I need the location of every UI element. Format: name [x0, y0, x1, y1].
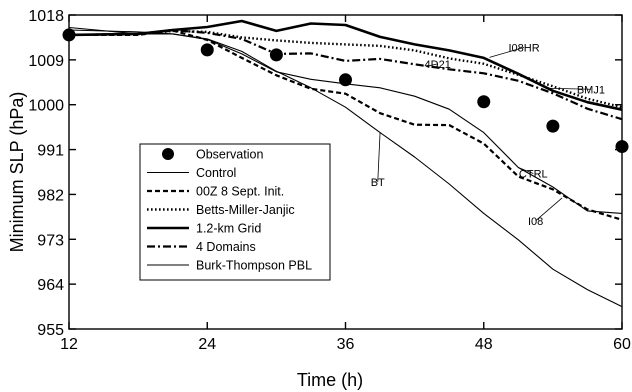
observation-group: [62, 28, 629, 154]
annotation-leader-bmj1: [547, 87, 591, 90]
y-axis-title: Minimum SLP (hPa): [7, 92, 27, 253]
x-tick-label: 12: [60, 336, 78, 353]
annotation-i08: I08: [528, 216, 543, 228]
y-tick-label: 973: [37, 232, 64, 249]
series-line-betts-miller-janjic: [68, 29, 623, 109]
legend-label-observation: Observation: [196, 148, 263, 162]
annotation-4d21: 4D21: [425, 59, 451, 71]
annotation-leader-i08hr: [489, 47, 525, 58]
observation-point: [269, 48, 283, 62]
annotation-i08hr: I08HR: [508, 42, 539, 54]
annotation-group: I08HR 4D21 BMJ1 CTRL BT I08: [371, 42, 605, 227]
legend-label-1-2-km-grid: 1.2-km Grid: [196, 222, 261, 236]
series-group: [68, 19, 623, 308]
x-tick-label: 60: [613, 336, 631, 353]
y-tick-label: 982: [37, 187, 64, 204]
observation-point: [339, 73, 352, 87]
observation-point: [200, 43, 214, 57]
annotation-bmj1: BMJ1: [577, 84, 605, 96]
y-tick-label: 955: [37, 322, 64, 339]
legend-label-00z-8-sept-init: 00Z 8 Sept. Init.: [196, 185, 284, 199]
x-tick-label: 36: [337, 336, 355, 353]
y-tick-label: 991: [37, 143, 64, 160]
annotation-leader-i08: [535, 197, 563, 222]
axes-group: 12 24 36 48 60 955 964 973 982 991 1000 1009 1018: [28, 8, 631, 353]
x-tick-label: 24: [198, 336, 216, 353]
annotation-bt: BT: [371, 177, 385, 189]
legend-label-control: Control: [196, 166, 236, 180]
series-line-00z-8-sept-init: [69, 29, 623, 221]
legend-label-burk-thompson-pbl: Burk-Thompson PBL: [196, 259, 312, 273]
series-line-1-2-km-grid: [68, 19, 623, 111]
observation-point: [546, 119, 560, 133]
x-axis-title: Time (h): [297, 370, 363, 390]
y-tick-label: 964: [37, 277, 64, 294]
observation-point: [477, 95, 491, 109]
legend-box: [139, 143, 331, 281]
x-tick-label: 48: [475, 336, 493, 353]
y-tick-label: 1000: [28, 98, 64, 115]
legend-marker-observation: [162, 148, 174, 160]
y-tick-label: 1009: [28, 53, 64, 70]
annotation-leader-4d21: [426, 63, 438, 67]
legend: Observation Control 00Z 8 Sept. Init. Betts…: [139, 143, 331, 281]
annotation-leader-ctrl: [518, 167, 534, 174]
annotation-leader-bt: [377, 132, 381, 182]
annotation-ctrl: CTRL: [519, 168, 548, 180]
legend-label-4-domains: 4 Domains: [196, 240, 256, 254]
series-line-burk-thompson-pbl: [68, 26, 623, 308]
y-tick-label: 1018: [28, 8, 64, 25]
legend-label-betts-miller-janjic: Betts-Miller-Janjic: [196, 203, 295, 217]
